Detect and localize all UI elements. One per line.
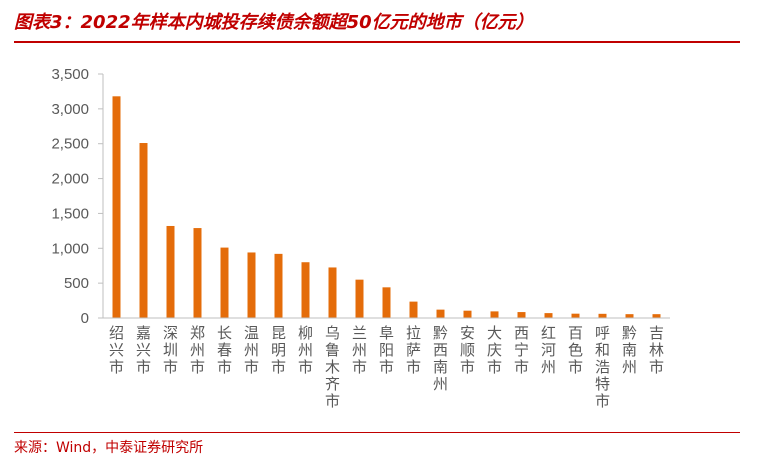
bar: [220, 247, 229, 318]
bar: [247, 252, 256, 318]
y-tick-label: 3,500: [51, 66, 89, 83]
source-note: 来源：Wind，中泰证券研究所: [14, 440, 204, 456]
bar: [328, 267, 337, 318]
bar: [598, 313, 607, 318]
x-category-label: 黔西南州: [433, 324, 448, 393]
x-category-label: 安顺市: [460, 324, 475, 376]
y-tick-label: 1,000: [51, 240, 89, 257]
x-category-label: 绍兴市: [109, 324, 124, 376]
x-category-label: 西宁市: [514, 324, 529, 376]
x-category-label: 黔南州: [622, 324, 637, 376]
bar: [382, 287, 391, 318]
y-tick-label: 500: [64, 275, 89, 292]
x-category-label: 柳州市: [298, 324, 313, 376]
bar: [436, 309, 445, 318]
title-underline: [14, 41, 740, 43]
x-category-label: 乌鲁木齐市: [325, 324, 340, 410]
bar: [139, 143, 148, 318]
bars: [112, 96, 661, 319]
chart-title: 图表3：2022年样本内城投存续债余额超50亿元的地市（亿元）: [14, 12, 534, 33]
bar: [652, 314, 661, 318]
x-category-label: 郑州市: [190, 324, 205, 376]
bar: [490, 311, 499, 318]
y-axis: 0 500 1,000 1,500 2,000 2,500 3,000 3,500: [51, 66, 104, 327]
bar: [112, 96, 121, 319]
bar: [355, 279, 364, 318]
bar: [517, 312, 526, 318]
y-tick-label: 2,500: [51, 136, 89, 153]
bar: [409, 301, 418, 318]
x-category-label: 深圳市: [163, 324, 178, 376]
bar: [571, 313, 580, 318]
y-tick-label: 3,000: [51, 101, 89, 118]
x-category-label: 红河州: [541, 324, 556, 376]
x-category-label: 大庆市: [487, 324, 502, 376]
bar: [166, 225, 175, 318]
bar: [625, 314, 634, 318]
bar: [301, 262, 310, 318]
x-category-label: 昆明市: [271, 324, 286, 376]
footer-divider: [14, 432, 740, 433]
y-tick-label: 2,000: [51, 171, 89, 188]
x-category-label: 兰州市: [352, 324, 367, 376]
x-category-label: 阜阳市: [379, 324, 394, 376]
x-category-label: 吉林市: [649, 324, 664, 376]
x-category-label: 嘉兴市: [136, 324, 151, 376]
bar: [274, 253, 283, 318]
y-tick-label: 1,500: [51, 205, 89, 222]
x-axis: 绍兴市嘉兴市深圳市郑州市长春市温州市昆明市柳州市乌鲁木齐市兰州市阜阳市拉萨市黔西…: [103, 317, 670, 410]
bar: [193, 228, 202, 318]
x-category-label: 温州市: [244, 324, 259, 376]
bar: [463, 310, 472, 318]
bar: [544, 313, 553, 318]
x-category-label: 拉萨市: [406, 324, 421, 376]
y-tick-label: 0: [81, 310, 89, 327]
x-category-label: 长春市: [217, 324, 232, 376]
x-category-label: 百色市: [568, 324, 583, 376]
x-category-label: 呼和浩特市: [595, 324, 610, 410]
